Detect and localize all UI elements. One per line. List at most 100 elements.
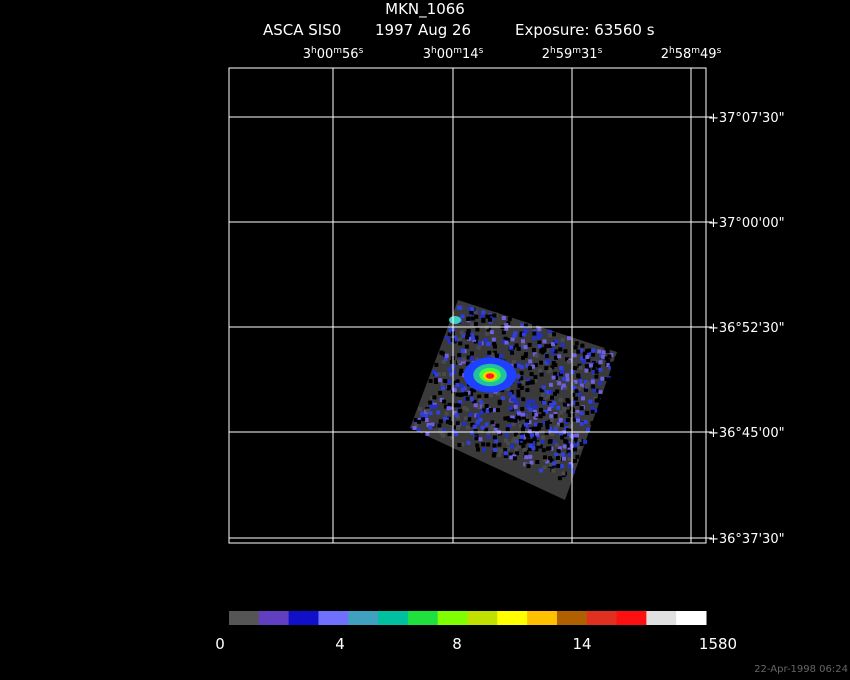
pixel — [604, 356, 609, 361]
pixel — [547, 439, 552, 444]
pixel — [566, 409, 571, 414]
pixel — [478, 437, 483, 442]
pixel — [442, 428, 447, 433]
pixel — [504, 326, 509, 331]
pixel — [548, 426, 552, 431]
pixel — [434, 380, 438, 384]
ra-label-part: 49 — [700, 47, 717, 62]
pixel — [591, 369, 596, 374]
pixel — [538, 333, 543, 338]
pixel — [568, 428, 572, 433]
pixel — [542, 339, 547, 344]
pixel — [583, 439, 588, 444]
pixel — [579, 442, 584, 446]
pixel — [528, 447, 532, 452]
pixel — [525, 363, 530, 368]
pixel — [598, 393, 602, 398]
pixel — [458, 371, 463, 376]
pixel — [442, 372, 446, 377]
pixel — [520, 439, 525, 443]
pixel — [564, 439, 569, 444]
pixel — [438, 390, 443, 395]
pixel — [551, 351, 556, 356]
pixel — [509, 418, 514, 423]
pixel — [465, 331, 470, 336]
pixel — [539, 388, 544, 393]
pixel — [550, 395, 554, 400]
pixel — [470, 422, 475, 427]
pixel — [495, 423, 500, 428]
pixel — [525, 403, 529, 408]
pixel — [520, 380, 525, 385]
pixel — [560, 343, 565, 348]
pixel — [438, 419, 443, 424]
pixel — [572, 443, 577, 448]
pixel — [513, 363, 518, 368]
pixel — [552, 332, 556, 337]
colorbar: 0 4 8 14 1580 — [215, 611, 737, 653]
pixel — [488, 393, 493, 398]
pixel — [430, 396, 435, 401]
pixel — [536, 335, 541, 340]
pixel — [447, 385, 452, 389]
pixel — [521, 339, 525, 344]
pixel — [551, 375, 556, 380]
pixel — [553, 414, 558, 419]
pixel — [489, 330, 494, 335]
pixel — [563, 385, 568, 390]
pixel — [526, 434, 531, 439]
pixel — [534, 412, 539, 417]
pixel — [566, 449, 571, 454]
pixel — [550, 365, 555, 370]
ra-label-part: s — [479, 46, 484, 56]
pixel — [475, 327, 480, 332]
pixel — [545, 390, 550, 394]
pixel — [476, 447, 480, 452]
pixel — [461, 333, 466, 338]
pixel — [495, 408, 500, 413]
pixel — [444, 353, 449, 358]
pixel — [548, 333, 553, 338]
pixel — [556, 449, 561, 454]
pixel — [443, 379, 448, 383]
ra-label-part: m — [453, 46, 462, 56]
pixel — [432, 395, 437, 400]
pixel — [464, 344, 469, 349]
pixel — [504, 451, 508, 456]
pixel — [534, 447, 539, 452]
pixel — [422, 431, 427, 436]
pixel — [521, 332, 526, 337]
pixel — [591, 352, 596, 357]
pixel — [606, 363, 611, 367]
pixel — [515, 402, 519, 407]
pixel — [532, 438, 537, 442]
pixel — [538, 414, 543, 419]
pixel — [514, 399, 518, 403]
pixel — [470, 351, 474, 356]
pixel — [503, 438, 508, 443]
pixel — [492, 341, 497, 346]
pixel — [532, 412, 537, 417]
pixel — [455, 392, 460, 397]
pixel — [524, 352, 528, 357]
pixel — [510, 415, 515, 420]
colorbar-label: 0 — [215, 635, 225, 653]
pixel — [557, 446, 562, 451]
pixel — [491, 430, 496, 435]
pixel — [517, 411, 522, 416]
pixel — [576, 349, 581, 354]
pixel — [540, 347, 545, 352]
pixel — [490, 316, 495, 321]
pixel — [504, 340, 509, 345]
pixel — [441, 359, 446, 364]
pixel — [483, 428, 488, 433]
pixel — [585, 383, 590, 388]
pixel — [518, 423, 523, 428]
pixel — [473, 310, 478, 315]
pixel — [548, 390, 553, 395]
pixel — [542, 348, 547, 353]
pixel — [583, 380, 588, 385]
pixel — [459, 368, 464, 373]
pixel — [561, 471, 566, 476]
pixel — [506, 446, 510, 451]
